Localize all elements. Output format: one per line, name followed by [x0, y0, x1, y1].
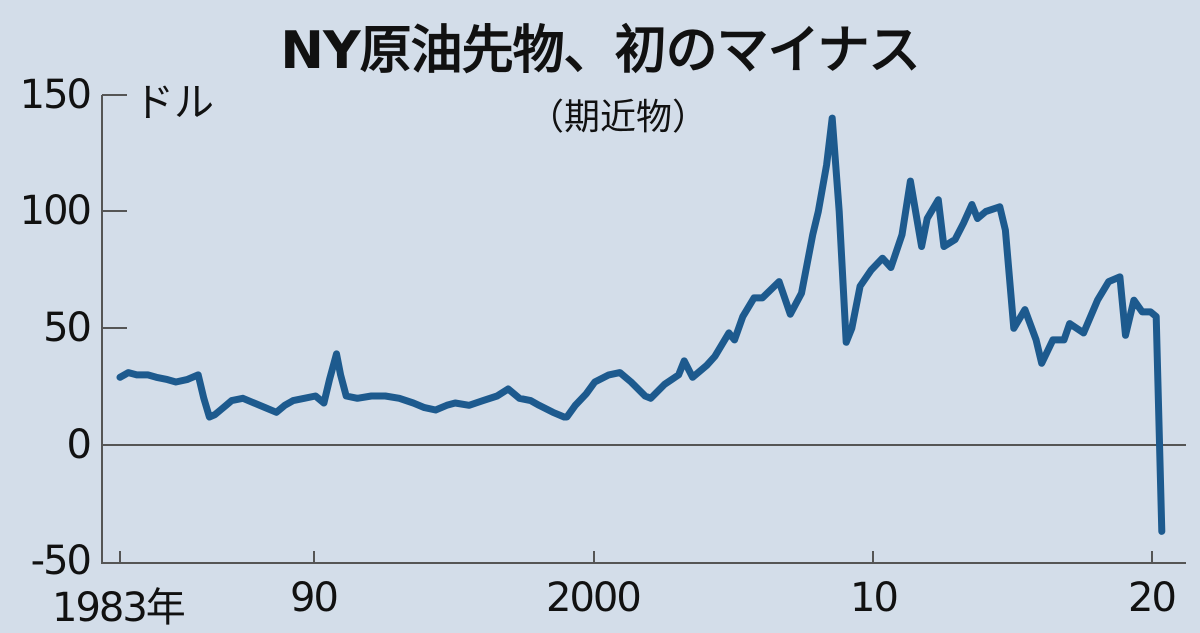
x-tick-label-2000: 2000	[546, 575, 642, 621]
axes	[101, 94, 1186, 564]
y-tick-label-50: 50	[43, 305, 92, 351]
y-axis-unit-label: ドル	[134, 80, 214, 126]
y-tick-label-minus50: -50	[30, 538, 92, 584]
x-tick-label-1990: 90	[290, 575, 339, 621]
x-tick-label-2020: 20	[1128, 575, 1177, 621]
x-tick-label-2010: 10	[850, 575, 899, 621]
y-tick-label-100: 100	[19, 188, 92, 234]
x-tick-label-1983: 1983年	[52, 585, 186, 631]
chart-subtitle: （期近物）	[528, 97, 709, 138]
y-tick-label-0: 0	[66, 422, 92, 468]
chart-title: NY原油先物、初のマイナス	[280, 21, 920, 81]
y-tick-label-150: 150	[19, 72, 92, 118]
price-line-series	[116, 114, 1166, 535]
